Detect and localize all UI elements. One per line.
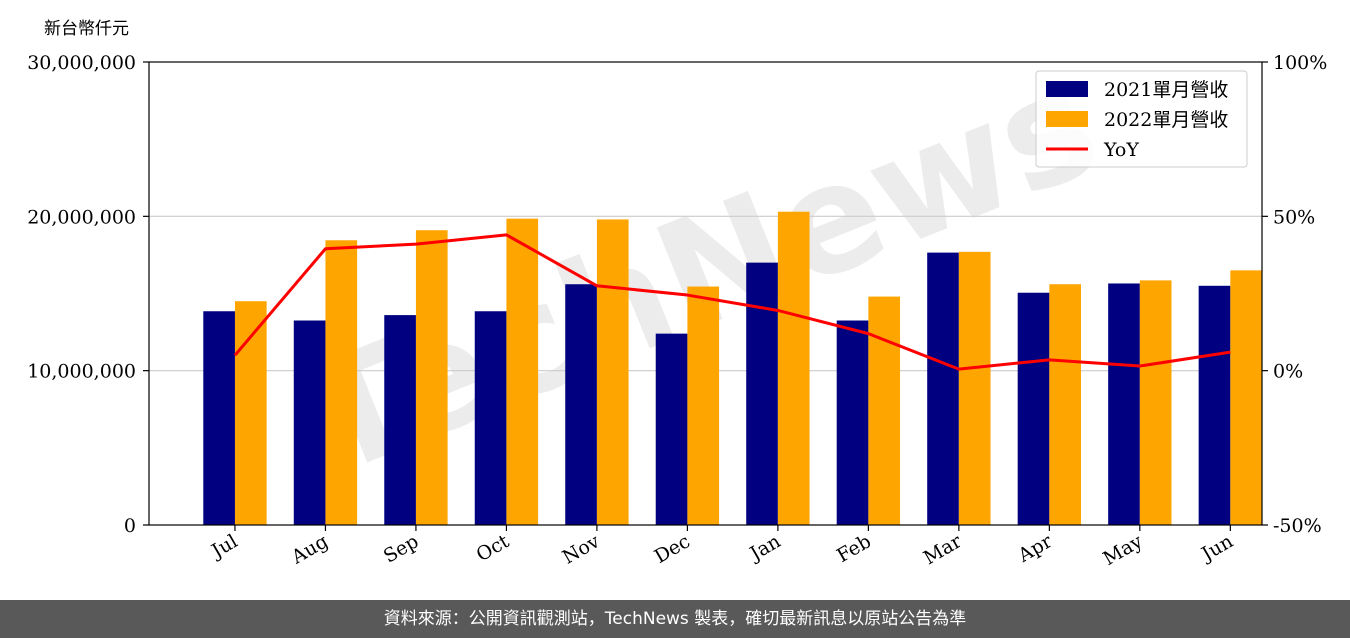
x-tick-label-oct: Oct <box>473 530 514 566</box>
right-tick-label: 0% <box>1273 361 1303 383</box>
legend-swatch-1 <box>1046 111 1088 127</box>
bar-2021-jun <box>1198 285 1231 525</box>
legend-label-2: YoY <box>1103 139 1139 161</box>
right-axis: -50% 0% 50% 100% <box>1262 52 1327 537</box>
yoy-line <box>233 233 1231 371</box>
bar-2021-jan <box>746 262 778 525</box>
x-tick-label-mar: Mar <box>920 530 966 569</box>
bar-2021-dec <box>655 333 688 525</box>
legend: 2021單月營收 2022單月營收 YoY <box>1035 70 1248 168</box>
x-axis: Jul Aug Sep Oct Nov Dec Jan Feb Mar Apr May Jun <box>206 525 1237 570</box>
x-tick-label-dec: Dec <box>651 530 694 568</box>
legend-label-1: 2022單月營收 <box>1104 109 1228 131</box>
bar-2021-jul <box>203 311 235 525</box>
left-tick-label: 20,000,000 <box>27 206 136 228</box>
legend-box <box>1035 70 1248 168</box>
bar-2021-apr <box>1017 292 1050 525</box>
x-tick-label-may: May <box>1099 530 1146 570</box>
x-tick-label-nov: Nov <box>559 530 604 569</box>
bar-2022-dec <box>687 286 720 525</box>
x-tick-label-aug: Aug <box>287 530 332 569</box>
right-tick-label: -50% <box>1273 515 1322 537</box>
x-tick-label-feb: Feb <box>833 530 875 567</box>
bar-2022-nov <box>596 219 629 526</box>
bar-2021-mar <box>927 252 959 525</box>
bar-2022-apr <box>1049 284 1082 525</box>
bar-2021-oct <box>474 311 507 525</box>
legend-swatch-0 <box>1046 81 1088 97</box>
bar-2022-jun <box>1230 270 1262 525</box>
bar-2022-oct <box>506 218 539 526</box>
bar-2021-sep <box>384 315 416 525</box>
plot-frame <box>148 61 1263 526</box>
bar-2022-aug <box>325 240 358 525</box>
bar-2022-may <box>1139 280 1172 525</box>
unit-label: 新台幣仟元 <box>44 19 129 39</box>
bar-2021-feb <box>836 320 869 525</box>
bar-2021-nov <box>565 284 597 525</box>
revenue-chart: TechNews 010,000,00020,000,00030,000,000… <box>27 36 1327 570</box>
x-tick-label-jun: Jun <box>1196 530 1237 566</box>
x-tick-label-jul: Jul <box>206 530 241 563</box>
source-footer: 資料來源：公開資訊觀測站，TechNews 製表，確切最新訊息以原站公告為準 <box>0 600 1350 638</box>
bar-2022-mar <box>958 251 991 525</box>
bar-2021-may <box>1108 283 1140 525</box>
bar-2021-aug <box>293 320 326 525</box>
bar-2022-sep <box>415 230 448 525</box>
legend-label-0: 2021單月營收 <box>1104 79 1228 101</box>
x-tick-label-sep: Sep <box>380 530 423 567</box>
left-tick-label: 30,000,000 <box>27 52 136 74</box>
left-axis: 0 10,000,000 20,000,000 30,000,000 <box>27 52 149 537</box>
right-tick-label: 50% <box>1273 206 1315 228</box>
bar-2022-jan <box>777 211 810 525</box>
x-tick-label-jan: Jan <box>745 530 785 566</box>
left-tick-label: 10,000,000 <box>27 361 136 383</box>
bar-2022-feb <box>868 296 901 525</box>
right-tick-label: 100% <box>1273 52 1327 74</box>
bars <box>203 211 1262 526</box>
x-tick-label-apr: Apr <box>1014 530 1057 567</box>
yoy-line-group <box>233 233 1231 371</box>
left-tick-label: 0 <box>124 515 136 537</box>
